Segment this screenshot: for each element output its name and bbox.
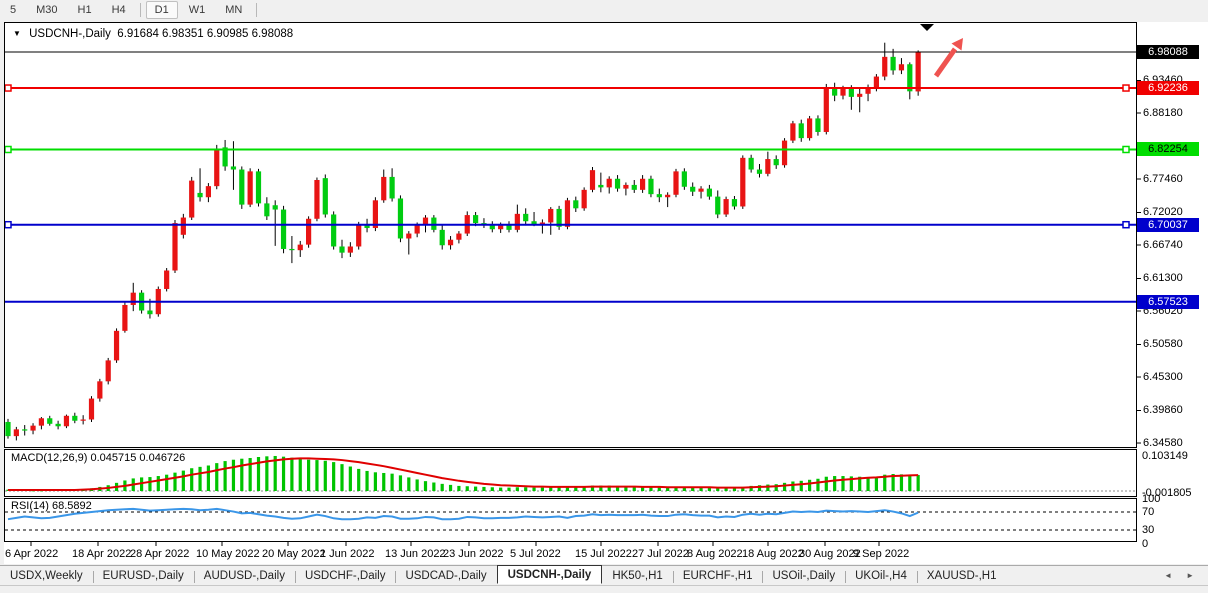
toolbar-separator	[256, 3, 258, 17]
date-axis[interactable]	[4, 542, 1208, 564]
macd-scale-max: 0.103149	[1142, 450, 1188, 462]
timeframe-button-h1[interactable]: H1	[77, 4, 92, 16]
symbol-tab-bar: USDX,Weekly EURUSD-,Daily AUDUSD-,Daily USD…	[0, 565, 1208, 585]
date-label: 10 May 2022	[196, 548, 260, 560]
macd-indicator-label: MACD(12,26,9) 0.045715 0.046726	[11, 452, 186, 464]
timeframe-button-m30[interactable]: M30	[36, 4, 58, 16]
tab-ukoil-h4[interactable]: UKOil-,H4	[845, 568, 917, 584]
tab-hk50-h1[interactable]: HK50-,H1	[612, 569, 663, 582]
tab-usoil-daily[interactable]: USOil-,Daily	[762, 568, 845, 584]
price-tick-label: 6.50580	[1143, 338, 1183, 350]
rsi-scale-0: 0	[1142, 537, 1149, 550]
timeframe-button-5[interactable]: 5	[10, 4, 17, 16]
timeframe-toolbar: 5 M30 H1 H4 D1 W1 MN	[0, 0, 1208, 20]
price-tick-label: 6.61300	[1143, 272, 1183, 284]
rsi-scale-100: 100	[1142, 492, 1161, 505]
rsi-indicator-label: RSI(14) 68.5892	[11, 500, 92, 512]
rsi-scale-30: 30	[1142, 524, 1155, 536]
price-tick-label: 6.88180	[1143, 106, 1183, 119]
date-label: 18 Aug 2022	[742, 548, 804, 560]
date-label: 15 Jul 2022	[575, 548, 632, 560]
timeframe-button-h4[interactable]: H4	[111, 4, 126, 16]
price-badge-6.70037: 6.70037	[1137, 217, 1199, 232]
tab-scroll-right-icon[interactable]: ►	[1186, 571, 1194, 580]
date-label: 6 Apr 2022	[5, 548, 59, 560]
price-tick-label: 6.77460	[1143, 172, 1183, 185]
date-label: 20 May 2022	[262, 548, 326, 560]
tab-eurchf-h1[interactable]: EURCHF-,H1	[672, 568, 763, 584]
tab-scroll-left-icon[interactable]: ◄	[1164, 571, 1173, 580]
date-label: 28 Apr 2022	[130, 548, 190, 560]
price-badge-6.92236: 6.92236	[1137, 81, 1199, 96]
price-tick-label: 6.39860	[1143, 404, 1183, 416]
date-label: 1 Jun 2022	[320, 548, 375, 560]
toolbar-separator	[139, 3, 141, 17]
tab-usdx-weekly[interactable]: USDX,Weekly	[10, 569, 83, 582]
timeframe-button-mn[interactable]: MN	[225, 4, 243, 16]
price-tick-label: 6.34580	[1143, 436, 1183, 449]
chart-title: ▼ USDCNH-,Daily 6.91684 6.98351 6.90985 …	[13, 28, 293, 40]
price-tick-label: 6.45300	[1143, 370, 1183, 383]
price-axis[interactable]	[1137, 22, 1208, 563]
chart-symbol-label: USDCNH-,Daily	[29, 28, 111, 40]
main-chart-panel[interactable]	[4, 22, 1137, 448]
rsi-panel[interactable]	[4, 498, 1137, 542]
date-label: 23 Jun 2022	[443, 548, 504, 560]
date-label: 13 Jun 2022	[385, 548, 446, 560]
tab-audusd-daily[interactable]: AUDUSD-,Daily	[193, 568, 295, 584]
price-badge-6.98088: 6.98088	[1137, 45, 1199, 59]
tab-xauusd-h1[interactable]: XAUUSD-,H1	[916, 568, 1007, 584]
status-strip	[0, 585, 1208, 593]
timeframe-button-w1[interactable]: W1	[188, 4, 206, 16]
date-label: 30 Aug 2022	[799, 548, 861, 560]
price-badge-6.82254: 6.82254	[1137, 142, 1199, 157]
date-label: 9 Sep 2022	[853, 548, 910, 560]
macd-scale-min: -0.001805	[1142, 487, 1192, 499]
chevron-down-icon[interactable]: ▼	[13, 29, 21, 38]
timeframe-button-d1[interactable]: D1	[145, 1, 178, 19]
price-tick-label: 6.66740	[1143, 238, 1183, 251]
price-badge-6.57523: 6.57523	[1137, 294, 1199, 309]
date-label: 27 Jul 2022	[632, 548, 689, 560]
tab-usdchf-daily[interactable]: USDCHF-,Daily	[294, 568, 396, 584]
date-label: 18 Apr 2022	[72, 548, 132, 560]
tab-usdcnh-daily[interactable]: USDCNH-,Daily	[496, 565, 603, 584]
date-label: 5 Jul 2022	[510, 548, 561, 560]
chart-ohlc-values: 6.91684 6.98351 6.90985 6.98088	[117, 28, 294, 40]
rsi-scale-70: 70	[1142, 506, 1155, 518]
price-tick-label: 6.72020	[1143, 206, 1183, 218]
tab-eurusd-daily[interactable]: EURUSD-,Daily	[92, 568, 194, 584]
tab-usdcad-daily[interactable]: USDCAD-,Daily	[395, 568, 496, 584]
date-label: 8 Aug 2022	[687, 548, 743, 560]
